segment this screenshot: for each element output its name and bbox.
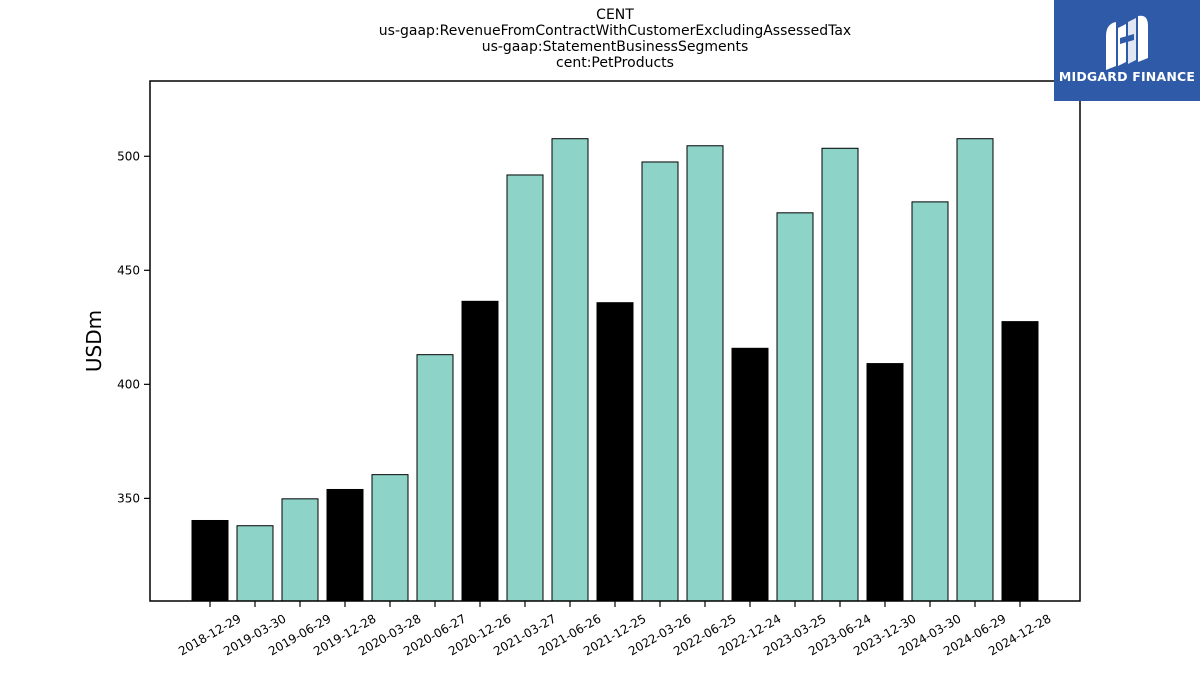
- midgard-logo-icon: [1106, 15, 1148, 70]
- title-line-concept: us-gaap:RevenueFromContractWithCustomerE…: [378, 23, 852, 39]
- y-tick-label: 450: [117, 263, 140, 277]
- bar: [236, 525, 274, 602]
- bar: [1001, 321, 1039, 602]
- logo-text: MIDGARD FINANCE: [1058, 69, 1196, 84]
- bar: [731, 347, 769, 602]
- bar: [506, 174, 544, 602]
- midgard-finance-logo: MIDGARD FINANCE: [1054, 0, 1200, 101]
- bar: [461, 300, 499, 602]
- y-tick-label: 500: [117, 149, 140, 163]
- bar: [776, 212, 814, 602]
- bar: [416, 354, 454, 602]
- bar: [551, 138, 589, 602]
- bar: [956, 138, 994, 602]
- title-line-member: cent:PetProducts: [556, 55, 674, 71]
- y-tick-label: 400: [117, 377, 140, 391]
- y-tick-label: 350: [117, 491, 140, 505]
- bar: [596, 302, 634, 602]
- bar: [281, 498, 319, 602]
- bar: [371, 474, 409, 602]
- bar: [326, 488, 364, 602]
- title-line-axis: us-gaap:StatementBusinessSegments: [481, 39, 749, 55]
- bar: [821, 147, 859, 602]
- bar: [866, 363, 904, 602]
- y-axis-label: USDm: [82, 310, 106, 372]
- bar: [911, 201, 949, 602]
- bar: [686, 145, 724, 602]
- chart-title: CENT us-gaap:RevenueFromContractWithCust…: [150, 7, 1080, 71]
- bar: [191, 519, 229, 602]
- title-line-ticker: CENT: [596, 7, 634, 23]
- bar: [641, 161, 679, 602]
